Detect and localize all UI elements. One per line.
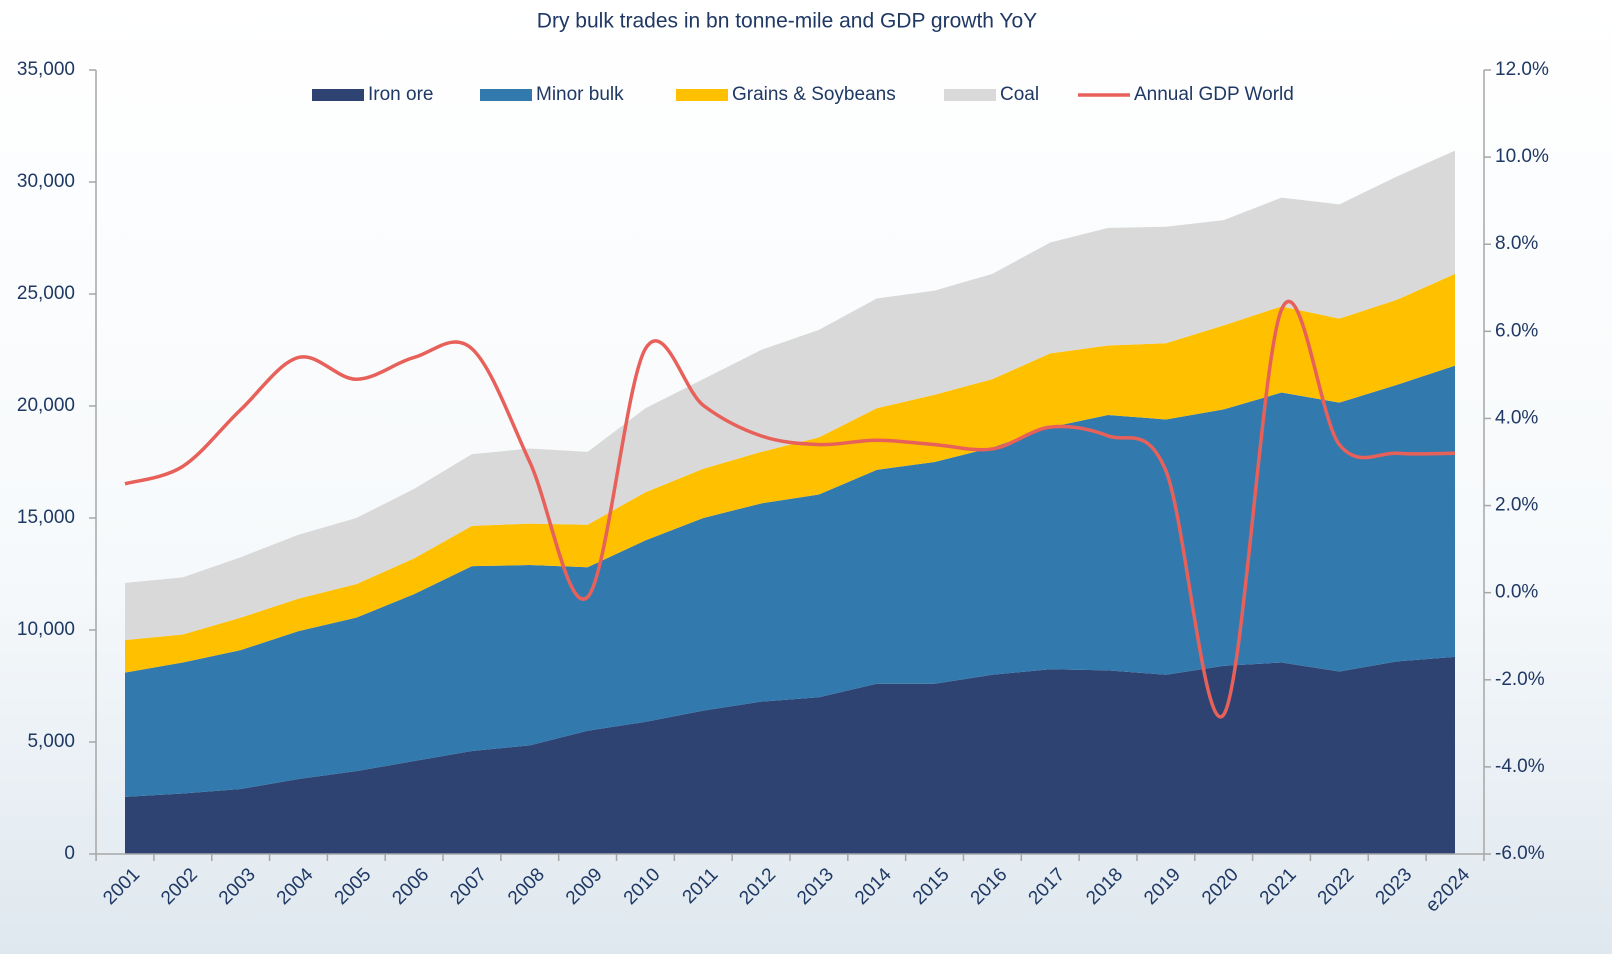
legend-label: Minor bulk [536, 84, 624, 105]
y2-tick-label: 12.0% [1495, 59, 1549, 80]
legend-label: Annual GDP World [1134, 84, 1294, 105]
y2-tick-label: 8.0% [1495, 233, 1538, 254]
y2-tick-label: 2.0% [1495, 495, 1538, 516]
y2-tick-label: -2.0% [1495, 669, 1545, 690]
y2-tick-label: -4.0% [1495, 756, 1545, 777]
legend-label: Grains & Soybeans [732, 84, 896, 105]
legend-item: Minor bulk [480, 84, 624, 105]
chart-title: Dry bulk trades in bn tonne-mile and GDP… [537, 10, 1037, 33]
y-tick-label: 30,000 [17, 171, 75, 192]
legend-swatch [676, 89, 728, 101]
legend-label: Coal [1000, 84, 1039, 105]
legend-item: Annual GDP World [1078, 84, 1294, 105]
y2-tick-label: 4.0% [1495, 407, 1538, 428]
legend-item: Coal [944, 84, 1039, 105]
legend-item: Iron ore [312, 84, 433, 105]
y-tick-label: 20,000 [17, 395, 75, 416]
y-tick-label: 25,000 [17, 283, 75, 304]
y-tick-label: 10,000 [17, 619, 75, 640]
legend-swatch [480, 89, 532, 101]
legend-swatch [944, 89, 996, 101]
area [125, 656, 1455, 854]
y-tick-label: 15,000 [17, 507, 75, 528]
y2-tick-label: -6.0% [1495, 843, 1545, 864]
legend-swatch [312, 89, 364, 101]
y2-tick-label: 6.0% [1495, 320, 1538, 341]
legend-label: Iron ore [368, 84, 433, 105]
legend-item: Grains & Soybeans [676, 84, 896, 105]
y-tick-label: 5,000 [27, 731, 75, 752]
y-tick-label: 0 [64, 843, 75, 864]
area [125, 150, 1455, 641]
y2-tick-label: 10.0% [1495, 146, 1549, 167]
area [125, 273, 1455, 673]
area [125, 365, 1455, 797]
y2-tick-label: 0.0% [1495, 582, 1538, 603]
line [124, 299, 1456, 719]
y-tick-label: 35,000 [17, 59, 75, 80]
